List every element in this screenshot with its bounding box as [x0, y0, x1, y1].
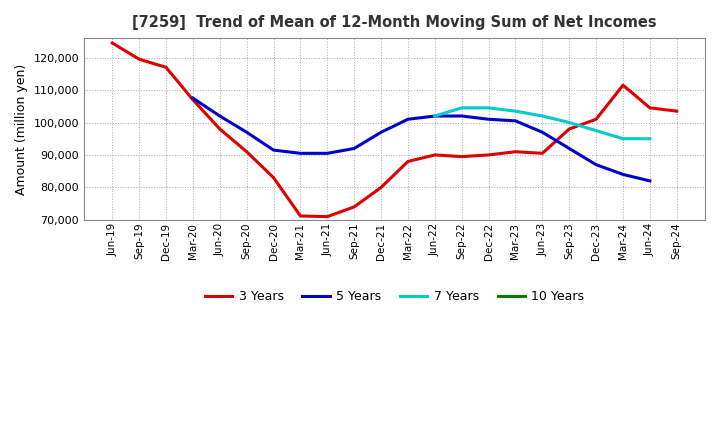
5 Years — [565, 146, 574, 151]
Y-axis label: Amount (million yen): Amount (million yen) — [15, 63, 28, 194]
Line: 3 Years: 3 Years — [112, 43, 677, 216]
5 Years — [243, 130, 251, 135]
3 Years — [377, 185, 385, 190]
3 Years — [511, 149, 520, 154]
3 Years — [189, 97, 197, 103]
5 Years — [457, 114, 466, 119]
3 Years — [269, 175, 278, 180]
5 Years — [323, 150, 332, 156]
3 Years — [243, 149, 251, 154]
3 Years — [485, 152, 493, 158]
Line: 5 Years: 5 Years — [193, 98, 650, 181]
3 Years — [538, 150, 546, 156]
3 Years — [592, 117, 600, 122]
3 Years — [672, 109, 681, 114]
5 Years — [511, 118, 520, 124]
7 Years — [646, 136, 654, 141]
7 Years — [457, 105, 466, 110]
5 Years — [485, 117, 493, 122]
7 Years — [565, 120, 574, 125]
5 Years — [646, 178, 654, 183]
3 Years — [646, 105, 654, 110]
3 Years — [565, 126, 574, 132]
7 Years — [618, 136, 627, 141]
5 Years — [538, 130, 546, 135]
5 Years — [431, 114, 439, 119]
3 Years — [457, 154, 466, 159]
Line: 7 Years: 7 Years — [435, 108, 650, 139]
5 Years — [618, 172, 627, 177]
3 Years — [618, 83, 627, 88]
5 Years — [592, 162, 600, 167]
5 Years — [296, 150, 305, 156]
Title: [7259]  Trend of Mean of 12-Month Moving Sum of Net Incomes: [7259] Trend of Mean of 12-Month Moving … — [132, 15, 657, 30]
3 Years — [296, 213, 305, 219]
7 Years — [511, 109, 520, 114]
5 Years — [350, 146, 359, 151]
5 Years — [215, 114, 224, 119]
Legend: 3 Years, 5 Years, 7 Years, 10 Years: 3 Years, 5 Years, 7 Years, 10 Years — [199, 285, 589, 308]
5 Years — [269, 147, 278, 153]
3 Years — [215, 126, 224, 132]
3 Years — [431, 152, 439, 158]
3 Years — [323, 214, 332, 219]
3 Years — [162, 65, 171, 70]
5 Years — [189, 95, 197, 101]
3 Years — [135, 57, 143, 62]
5 Years — [404, 117, 413, 122]
3 Years — [404, 159, 413, 164]
7 Years — [592, 128, 600, 133]
5 Years — [377, 130, 385, 135]
3 Years — [350, 204, 359, 209]
7 Years — [538, 114, 546, 119]
3 Years — [108, 40, 117, 46]
7 Years — [485, 105, 493, 110]
7 Years — [431, 114, 439, 119]
